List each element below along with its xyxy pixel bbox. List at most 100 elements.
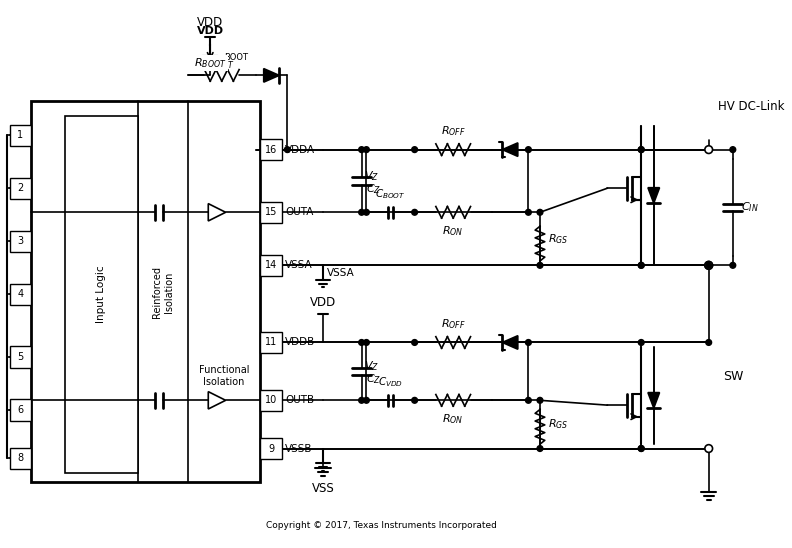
Bar (31, 101, 261, 482)
Text: $R_{OFF}$: $R_{OFF}$ (440, 124, 466, 138)
Text: $R_{BOOT}$: $R_{BOOT}$ (202, 57, 234, 71)
Text: $R_{ON}$: $R_{ON}$ (443, 224, 464, 238)
Text: HV DC-Link: HV DC-Link (718, 100, 785, 113)
Circle shape (364, 340, 369, 345)
Bar (261, 390, 281, 411)
Bar (10, 399, 31, 420)
Text: 6: 6 (17, 405, 23, 415)
Text: VDD: VDD (197, 16, 223, 29)
Circle shape (537, 209, 543, 215)
Text: VSSA: VSSA (285, 260, 313, 270)
Circle shape (638, 147, 644, 152)
Circle shape (705, 261, 713, 269)
Circle shape (638, 262, 644, 268)
Circle shape (359, 397, 364, 403)
Circle shape (412, 147, 417, 152)
Polygon shape (648, 392, 660, 408)
Circle shape (412, 397, 417, 403)
Bar (10, 124, 31, 146)
Text: VSSB: VSSB (285, 443, 313, 454)
Circle shape (537, 262, 543, 268)
Circle shape (537, 446, 543, 452)
Circle shape (638, 147, 644, 152)
Text: $R_{ON}$: $R_{ON}$ (443, 412, 464, 426)
Text: $R_{GS}$: $R_{GS}$ (548, 232, 568, 246)
Text: $V_Z$: $V_Z$ (364, 359, 379, 374)
Circle shape (526, 147, 531, 152)
Text: $C_Z$: $C_Z$ (367, 182, 382, 196)
Bar (10, 231, 31, 252)
Circle shape (705, 261, 713, 269)
Circle shape (526, 397, 531, 403)
Text: 16: 16 (265, 145, 277, 155)
Circle shape (638, 446, 644, 452)
Circle shape (359, 147, 364, 152)
Text: VDDB: VDDB (285, 338, 316, 347)
Text: $V_Z$: $V_Z$ (364, 169, 379, 183)
Text: $R_{BOOT}$: $R_{BOOT}$ (194, 56, 227, 70)
Text: Input Logic: Input Logic (97, 265, 106, 323)
Text: SW: SW (723, 370, 744, 383)
Circle shape (537, 397, 543, 403)
Bar (261, 438, 281, 459)
Text: VDDA: VDDA (285, 145, 315, 155)
Circle shape (706, 340, 711, 345)
Bar (261, 139, 281, 160)
Bar (10, 448, 31, 469)
Circle shape (284, 147, 290, 152)
Bar (261, 255, 281, 276)
Circle shape (364, 397, 369, 403)
Polygon shape (208, 204, 226, 221)
Text: OUTA: OUTA (285, 207, 314, 218)
Bar (188, 270, 261, 482)
Circle shape (364, 147, 369, 152)
Text: VSS: VSS (311, 482, 334, 495)
Text: 3: 3 (17, 236, 23, 246)
Text: R: R (214, 57, 222, 67)
Circle shape (526, 209, 531, 215)
Text: 1: 1 (17, 130, 23, 140)
Text: $C_{VDD}$: $C_{VDD}$ (378, 375, 403, 389)
Circle shape (706, 262, 711, 268)
Text: 4: 4 (17, 289, 23, 299)
Text: $C_{BOOT}$: $C_{BOOT}$ (375, 187, 406, 201)
Text: OUTB: OUTB (285, 395, 314, 406)
Text: $R_{GS}$: $R_{GS}$ (548, 418, 568, 431)
Text: Copyright © 2017, Texas Instruments Incorporated: Copyright © 2017, Texas Instruments Inco… (266, 521, 497, 530)
Text: Reinforced
Isolation: Reinforced Isolation (152, 266, 173, 318)
Text: 8: 8 (17, 453, 23, 463)
Bar (65, 116, 138, 472)
Text: 15: 15 (265, 207, 277, 218)
Text: VDD: VDD (196, 26, 224, 36)
Polygon shape (208, 392, 226, 409)
Text: $C_{IN}$: $C_{IN}$ (741, 201, 758, 214)
Text: 14: 14 (265, 260, 277, 270)
Circle shape (638, 446, 644, 452)
Circle shape (705, 444, 713, 453)
Bar (261, 332, 281, 353)
Text: Functional
Isolation: Functional Isolation (199, 366, 249, 387)
Circle shape (705, 146, 713, 153)
Text: 2: 2 (17, 183, 24, 193)
Circle shape (638, 340, 644, 345)
Bar (138, 101, 188, 482)
Polygon shape (502, 143, 518, 156)
Text: BOOT: BOOT (223, 53, 248, 62)
Bar (10, 346, 31, 368)
Text: 9: 9 (268, 443, 274, 454)
Circle shape (730, 262, 736, 268)
Circle shape (364, 209, 369, 215)
Circle shape (412, 209, 417, 215)
Polygon shape (264, 68, 279, 82)
Circle shape (730, 147, 736, 152)
Circle shape (359, 209, 364, 215)
Text: 5: 5 (17, 352, 24, 362)
Circle shape (526, 340, 531, 345)
Text: 11: 11 (265, 338, 277, 347)
Text: VSSA: VSSA (327, 268, 355, 278)
Circle shape (359, 340, 364, 345)
Text: VDD: VDD (310, 296, 336, 309)
Bar (10, 284, 31, 305)
Text: $C_Z$: $C_Z$ (367, 372, 382, 386)
Circle shape (638, 262, 644, 268)
